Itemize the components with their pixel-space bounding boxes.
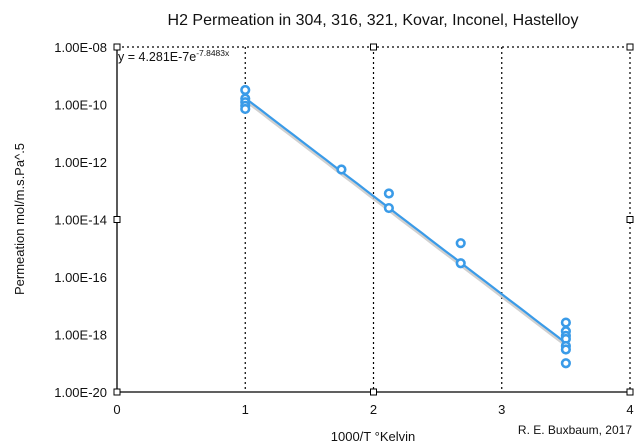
y-axis-title: Permeation mol/m.s.Pa^.5 xyxy=(12,143,27,295)
data-point xyxy=(560,358,571,369)
chart-title: H2 Permeation in 304, 316, 321, Kovar, I… xyxy=(168,12,579,29)
x-tick-label: 3 xyxy=(498,402,505,417)
x-tick-label: 2 xyxy=(370,402,377,417)
data-point xyxy=(560,317,571,328)
resize-handle-8[interactable] xyxy=(626,388,634,396)
y-tick-label: 1.00E-14 xyxy=(54,213,107,228)
resize-handle-7[interactable] xyxy=(370,388,377,396)
trendline-equation-base: y = 4.281E-7e xyxy=(118,50,196,64)
x-tick-label: 0 xyxy=(113,402,120,417)
data-points xyxy=(240,84,571,369)
gridlines xyxy=(244,47,503,392)
trendline-equation-exponent: -7.8483x xyxy=(196,48,230,58)
selection-handles[interactable] xyxy=(113,43,634,396)
y-tick-label: 1.00E-18 xyxy=(54,328,107,343)
trendline xyxy=(244,97,571,349)
data-point xyxy=(560,344,571,355)
x-tick-label: 1 xyxy=(242,402,249,417)
resize-handle-5[interactable] xyxy=(626,216,634,223)
resize-handle-2[interactable] xyxy=(370,43,377,51)
y-tick-label: 1.00E-12 xyxy=(54,155,107,170)
x-axis-title: 1000/T °Kelvin xyxy=(331,429,415,444)
y-tick-label: 1.00E-08 xyxy=(54,40,107,55)
trendline-line xyxy=(244,97,567,344)
data-point xyxy=(336,164,347,175)
trendline-equation: y = 4.281E-7e-7.8483x xyxy=(118,48,230,64)
data-point xyxy=(383,202,394,214)
resize-handle-4[interactable] xyxy=(113,216,121,223)
y-tick-label: 1.00E-16 xyxy=(54,270,107,285)
credit-label: R. E. Buxbaum, 2017 xyxy=(518,423,632,437)
resize-handle-1[interactable] xyxy=(113,43,121,51)
data-point xyxy=(240,84,251,96)
trendline-shadow xyxy=(247,100,571,349)
resize-handle-6[interactable] xyxy=(113,388,121,396)
data-point xyxy=(455,258,466,269)
y-tick-label: 1.00E-10 xyxy=(54,98,107,113)
x-tick-label: 4 xyxy=(626,402,633,417)
resize-handle-3[interactable] xyxy=(626,43,634,51)
data-point xyxy=(383,188,394,199)
y-tick-label: 1.00E-20 xyxy=(54,385,107,400)
x-tick-labels: 0 1 2 3 4 xyxy=(113,402,633,417)
data-point xyxy=(455,238,466,249)
data-point xyxy=(240,103,251,115)
y-tick-labels: 1.00E-08 1.00E-10 1.00E-12 1.00E-14 1.00E-16… xyxy=(54,40,107,400)
